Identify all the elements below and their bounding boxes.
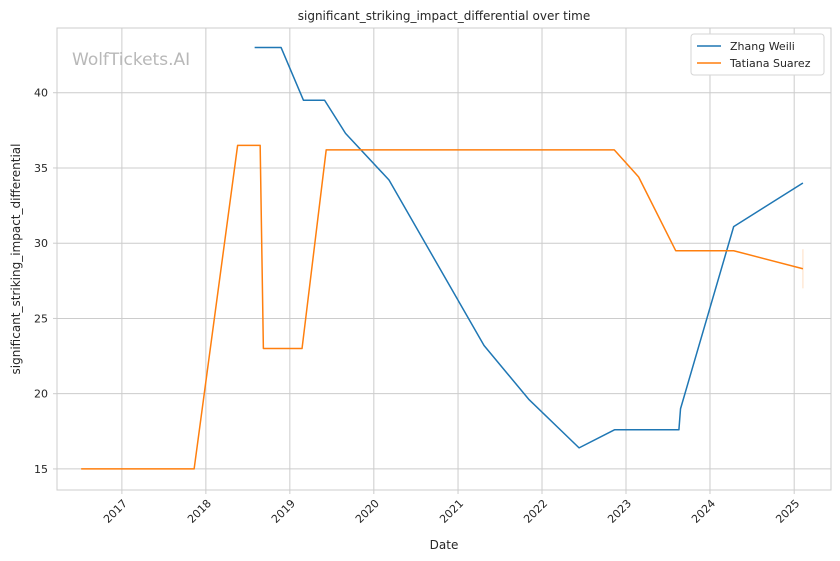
y-axis: 15 20 25 30 35 40 <box>34 87 57 476</box>
legend: Zhang Weili Tatiana Suarez <box>690 33 825 76</box>
chart-title: significant_striking_impact_differential… <box>298 9 590 23</box>
series-group <box>81 46 804 470</box>
series-line-2 <box>81 144 804 470</box>
x-axis-label: Date <box>430 538 459 552</box>
y-tick-label: 20 <box>34 388 48 401</box>
y-tick-label: 40 <box>34 87 48 100</box>
plot-frame <box>56 27 832 491</box>
y-tick-label: 25 <box>34 312 48 325</box>
y-tick-label: 30 <box>34 237 48 250</box>
legend-label: Zhang Weili <box>730 40 795 53</box>
legend-label: Tatiana Suarez <box>729 57 811 70</box>
watermark: WolfTickets.AI <box>72 50 190 70</box>
y-tick-label: 15 <box>34 463 48 476</box>
legend-box <box>690 33 825 76</box>
y-axis-label: significant_striking_impact_differential <box>9 144 23 375</box>
grid <box>57 28 831 490</box>
series-line-1 <box>254 46 804 449</box>
y-tick-label: 35 <box>34 162 48 175</box>
